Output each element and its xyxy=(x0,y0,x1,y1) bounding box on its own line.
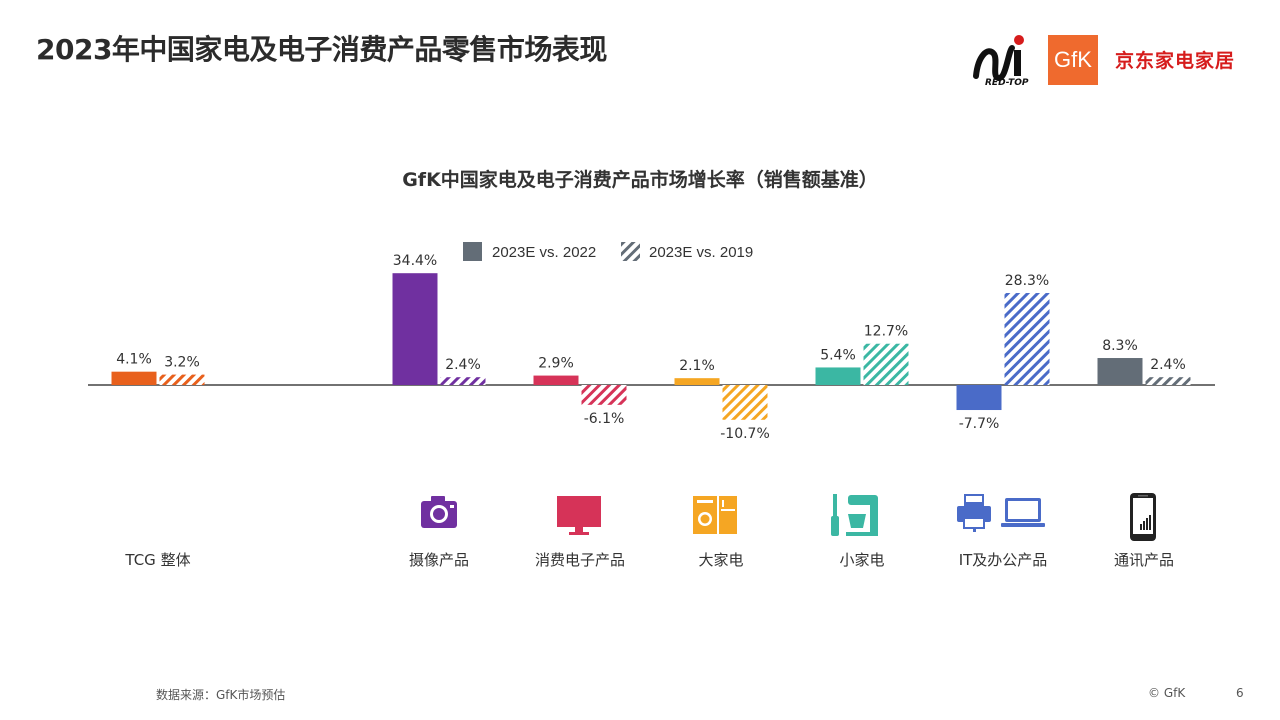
category-label-tcg: TCG 整体 xyxy=(125,551,191,569)
category-label-telecom: 通讯产品 xyxy=(1113,551,1174,569)
data-label-vs2019-5: 28.3% xyxy=(1005,273,1049,289)
bar-vs2022-4 xyxy=(815,367,861,385)
category-label-camera: 摄像产品 xyxy=(408,551,469,569)
bar-vs2019-6 xyxy=(1145,377,1191,385)
camera-icon xyxy=(421,496,457,528)
chart-title: GfK中国家电及电子消费产品市场增长率（销售额基准） xyxy=(402,169,878,191)
legend-label-vs2022: 2023E vs. 2022 xyxy=(492,244,596,261)
bar-vs2022-5 xyxy=(956,385,1002,411)
bar-vs2019-2 xyxy=(581,385,627,405)
page-title: 2023年中国家电及电子消费产品零售市场表现 xyxy=(36,33,607,66)
bar-vs2022-1 xyxy=(392,273,438,385)
bar-vs2019-3 xyxy=(722,385,768,420)
bar-chart: 4.1% 3.2% 34.4% 2.4% 2.9% -6.1% 2.1% -10.7% 5.4%… xyxy=(88,242,1215,442)
data-label-vs2019-1: 2.4% xyxy=(445,357,481,373)
legend-swatch-hatched xyxy=(621,242,640,261)
gfk-logo: GfK xyxy=(1048,35,1098,85)
printer-laptop-icon xyxy=(957,494,1045,532)
legend-label-vs2019: 2023E vs. 2019 xyxy=(649,244,753,261)
data-label-vs2022-6: 8.3% xyxy=(1102,338,1138,354)
bar-vs2022-6 xyxy=(1097,358,1143,385)
page-number: 6 xyxy=(1236,686,1244,700)
phone-icon xyxy=(1130,493,1156,541)
category-label-consumer-electronics: 消费电子产品 xyxy=(534,551,625,569)
data-label-vs2022-4: 5.4% xyxy=(820,347,856,363)
data-label-vs2022-3: 2.1% xyxy=(679,358,715,374)
bar-vs2019-1 xyxy=(440,377,486,385)
category-label-major-appliances: 大家电 xyxy=(698,551,744,569)
redtop-logo-icon xyxy=(973,35,1024,81)
category-label-small-appliances: 小家电 xyxy=(839,551,885,569)
data-label-vs2019-0: 3.2% xyxy=(164,355,200,371)
small-appliance-icon xyxy=(831,494,878,536)
bar-vs2022-2 xyxy=(533,375,579,385)
data-source-note: 数据来源：GfK市场预估 xyxy=(156,688,286,702)
data-label-vs2019-2: -6.1% xyxy=(584,411,625,427)
data-label-vs2022-1: 34.4% xyxy=(393,253,437,269)
bar-vs2022-3 xyxy=(674,378,720,385)
jd-logo: 京东家电家居 xyxy=(1115,50,1236,72)
redtop-logo-text: RED-TOP xyxy=(985,78,1029,88)
category-label-it-office: IT及办公产品 xyxy=(958,551,1048,569)
data-label-vs2019-4: 12.7% xyxy=(864,324,908,340)
chart-legend: 2023E vs. 2022 2023E vs. 2019 xyxy=(463,242,753,261)
bar-vs2019-5 xyxy=(1004,293,1050,385)
data-label-vs2022-0: 4.1% xyxy=(116,352,152,368)
appliance-icon xyxy=(693,496,737,534)
bar-vs2019-0 xyxy=(159,374,205,385)
tv-icon xyxy=(557,496,601,535)
copyright: © GfK xyxy=(1148,686,1186,700)
bar-vs2019-4 xyxy=(863,343,909,385)
data-label-vs2022-2: 2.9% xyxy=(538,356,574,372)
bar-vs2022-0 xyxy=(111,371,157,385)
legend-swatch-solid xyxy=(463,242,482,261)
data-label-vs2022-5: -7.7% xyxy=(959,416,1000,432)
data-label-vs2019-6: 2.4% xyxy=(1150,357,1186,373)
data-label-vs2019-3: -10.7% xyxy=(720,426,770,442)
